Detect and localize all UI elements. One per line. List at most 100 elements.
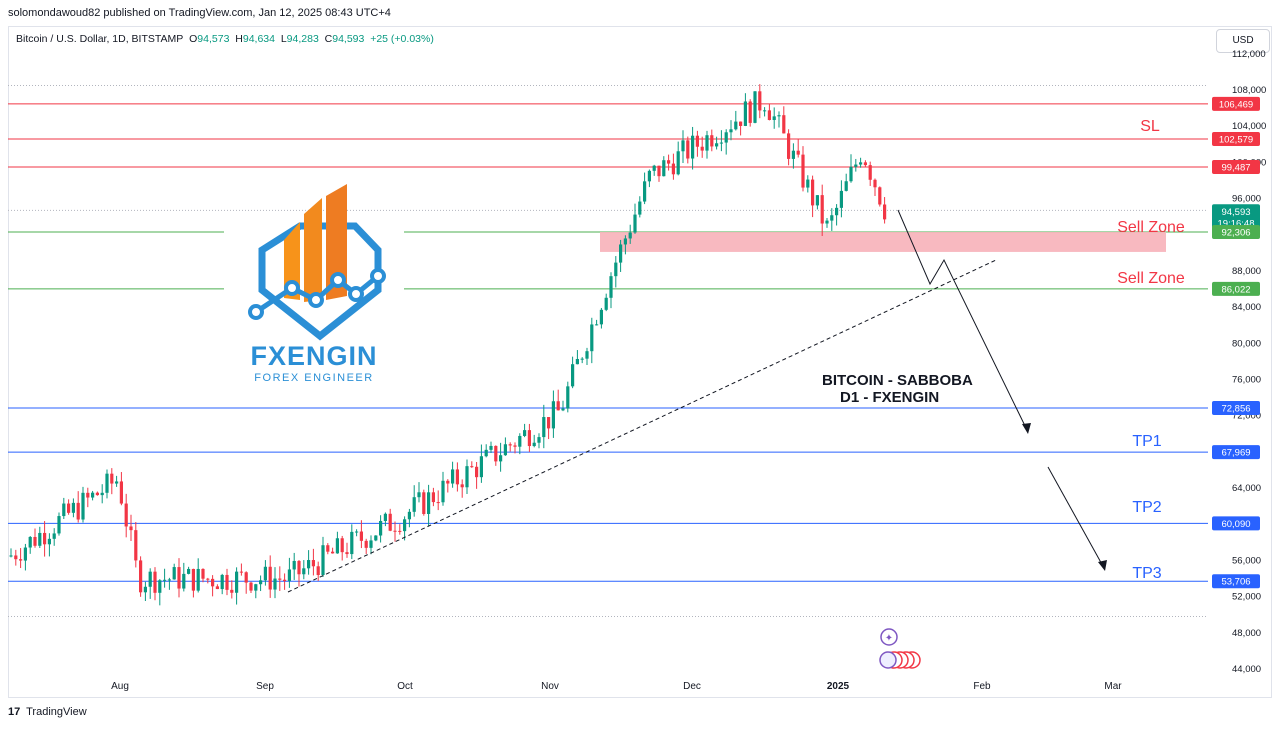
candle-body[interactable] <box>671 163 675 175</box>
price-tag[interactable] <box>1212 160 1260 175</box>
candle-body[interactable] <box>167 579 171 581</box>
candle-body[interactable] <box>441 480 445 503</box>
candle-body[interactable] <box>148 571 152 587</box>
candle-body[interactable] <box>796 150 800 155</box>
candle-body[interactable] <box>575 358 579 365</box>
candle-body[interactable] <box>340 538 344 553</box>
candle-body[interactable] <box>196 568 200 591</box>
candle-body[interactable] <box>153 571 157 593</box>
candle-body[interactable] <box>129 526 133 531</box>
candle-body[interactable] <box>739 121 743 126</box>
candle-body[interactable] <box>691 135 695 159</box>
candle-body[interactable] <box>403 519 407 532</box>
candle-body[interactable] <box>619 244 623 263</box>
candle-body[interactable] <box>331 551 335 554</box>
candle-body[interactable] <box>191 568 195 591</box>
candle-body[interactable] <box>350 531 354 555</box>
sell-zone-rect[interactable] <box>600 232 1166 252</box>
candle-body[interactable] <box>326 545 330 552</box>
candle-body[interactable] <box>71 502 75 513</box>
candle-body[interactable] <box>263 566 267 581</box>
candle-body[interactable] <box>494 445 498 462</box>
candle-body[interactable] <box>676 151 680 175</box>
candle-body[interactable] <box>455 469 459 485</box>
currency-button[interactable]: USD <box>1216 29 1270 53</box>
candle-body[interactable] <box>57 516 61 534</box>
candle-body[interactable] <box>321 545 325 576</box>
candle-body[interactable] <box>287 569 291 581</box>
candle-body[interactable] <box>484 449 488 457</box>
candle-body[interactable] <box>638 201 642 215</box>
candle-body[interactable] <box>686 140 690 159</box>
candle-body[interactable] <box>14 555 18 560</box>
candle-body[interactable] <box>311 560 315 567</box>
candle-body[interactable] <box>100 492 104 496</box>
candle-body[interactable] <box>115 481 119 484</box>
candle-body[interactable] <box>710 135 714 147</box>
candle-body[interactable] <box>561 408 565 411</box>
candle-body[interactable] <box>623 238 627 245</box>
candle-body[interactable] <box>364 540 368 548</box>
candle-body[interactable] <box>633 214 637 233</box>
candle-body[interactable] <box>547 417 551 429</box>
candle-body[interactable] <box>753 91 757 123</box>
candle-body[interactable] <box>427 492 431 514</box>
candle-body[interactable] <box>700 146 704 151</box>
candle-body[interactable] <box>359 531 363 541</box>
candle-body[interactable] <box>374 535 378 541</box>
candle-body[interactable] <box>19 559 23 561</box>
candle-body[interactable] <box>139 560 143 593</box>
candle-body[interactable] <box>479 456 483 478</box>
candle-body[interactable] <box>508 444 512 446</box>
candle-body[interactable] <box>777 115 781 117</box>
candle-body[interactable] <box>801 154 805 188</box>
candle-body[interactable] <box>393 530 397 532</box>
candle-body[interactable] <box>38 532 42 546</box>
candle-body[interactable] <box>715 143 719 147</box>
candle-body[interactable] <box>235 571 239 593</box>
candle-body[interactable] <box>81 492 85 520</box>
candle-body[interactable] <box>868 165 872 180</box>
candle-body[interactable] <box>489 445 493 450</box>
candle-body[interactable] <box>604 297 608 310</box>
candle-body[interactable] <box>407 511 411 520</box>
candle-body[interactable] <box>883 204 887 220</box>
candle-body[interactable] <box>33 536 37 546</box>
price-tag[interactable] <box>1212 204 1260 231</box>
candle-body[interactable] <box>849 166 853 182</box>
candle-body[interactable] <box>211 578 215 587</box>
candle-body[interactable] <box>268 566 272 590</box>
candle-body[interactable] <box>422 492 426 514</box>
candle-body[interactable] <box>667 160 671 164</box>
candle-body[interactable] <box>580 358 584 360</box>
candle-body[interactable] <box>537 437 541 443</box>
candle-body[interactable] <box>355 531 359 533</box>
candle-body[interactable] <box>398 530 402 532</box>
candle-body[interactable] <box>158 580 162 593</box>
candle-body[interactable] <box>383 513 387 521</box>
candle-body[interactable] <box>110 473 114 484</box>
symbol-name[interactable]: Bitcoin / U.S. Dollar, 1D, BITSTAMP <box>16 33 184 45</box>
candle-body[interactable] <box>873 179 877 188</box>
candle-body[interactable] <box>91 492 95 498</box>
candle-body[interactable] <box>513 445 517 447</box>
candle-body[interactable] <box>239 571 243 573</box>
candle-body[interactable] <box>124 503 128 527</box>
candle-body[interactable] <box>820 195 824 224</box>
candle-body[interactable] <box>446 480 450 484</box>
candle-body[interactable] <box>259 580 263 585</box>
candle-body[interactable] <box>609 276 613 298</box>
candle-body[interactable] <box>499 455 503 462</box>
trend-line[interactable] <box>287 259 997 593</box>
candle-body[interactable] <box>599 309 603 325</box>
candle-body[interactable] <box>47 538 51 545</box>
candle-body[interactable] <box>460 484 464 488</box>
candle-body[interactable] <box>388 513 392 531</box>
price-tag[interactable] <box>1212 445 1260 460</box>
candle-body[interactable] <box>724 132 728 143</box>
candle-body[interactable] <box>585 351 589 359</box>
candle-body[interactable] <box>791 150 795 159</box>
event-icons[interactable]: ✦ <box>879 628 921 669</box>
candle-body[interactable] <box>705 135 709 151</box>
